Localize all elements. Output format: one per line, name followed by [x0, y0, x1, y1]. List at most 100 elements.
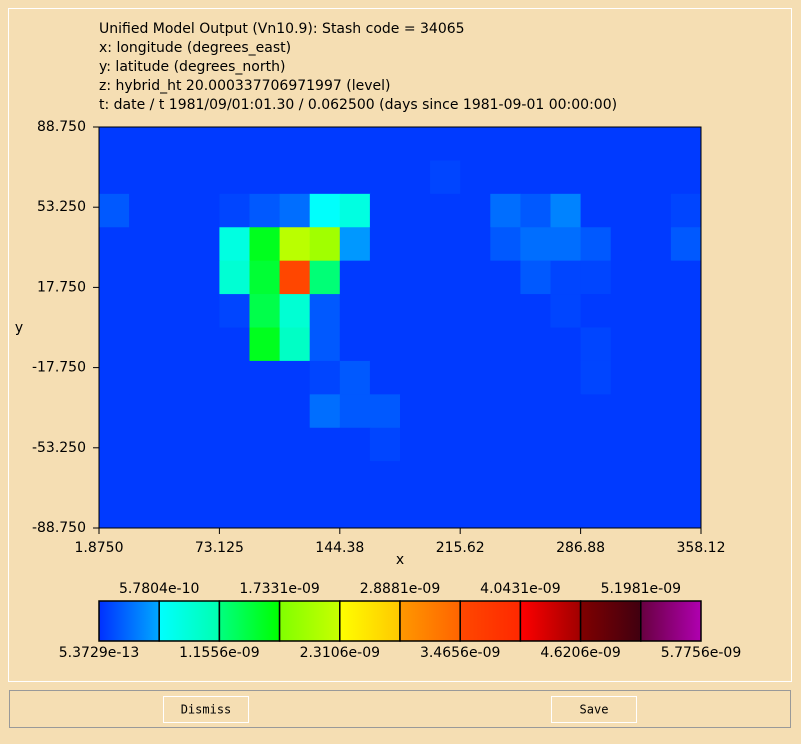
button[interactable]	[551, 696, 637, 723]
heatmap-cell	[490, 360, 521, 395]
heatmap-cell	[99, 427, 130, 462]
heatmap-cell	[369, 193, 401, 228]
heatmap-cell	[460, 360, 491, 395]
heatmap-cell	[219, 127, 250, 161]
heatmap-cell	[400, 494, 431, 529]
heatmap-cell	[400, 294, 431, 328]
heatmap-cell	[610, 227, 642, 262]
colorbar-label: 5.1981e-09	[601, 581, 681, 597]
heatmap-cell	[159, 327, 190, 362]
heatmap-cell	[219, 427, 250, 462]
colorbar-bin	[579, 600, 642, 642]
heatmap-cell	[640, 193, 672, 228]
heatmap-cell	[369, 461, 401, 496]
colorbar-label: 1.1556e-09	[179, 645, 259, 661]
heatmap-cell	[460, 294, 491, 328]
button-label[interactable]: Dismiss	[181, 703, 232, 717]
heatmap-cell	[279, 327, 311, 362]
heatmap-cell	[520, 360, 551, 395]
heatmap-cell	[580, 360, 612, 395]
button-bar	[9, 690, 791, 728]
heatmap-cell	[520, 160, 551, 195]
heatmap-cell	[640, 294, 672, 328]
heatmap-cell	[339, 160, 371, 195]
heatmap-cell	[430, 260, 461, 295]
heatmap-cell	[670, 193, 702, 228]
plot-frame	[98, 126, 702, 529]
heatmap-cell	[550, 461, 582, 496]
heatmap-cell	[610, 360, 642, 395]
annotation: x: longitude (degrees_east)	[99, 40, 291, 56]
heatmap-cell	[400, 461, 431, 496]
heatmap-cell	[670, 260, 702, 295]
heatmap-cell	[339, 461, 371, 496]
heatmap-cell	[400, 327, 431, 362]
heatmap-cell	[189, 127, 220, 161]
colorbar-bin	[399, 600, 461, 642]
colorbar-bin	[519, 600, 582, 642]
heatmap-cell	[159, 227, 190, 262]
button-label[interactable]: Save	[580, 703, 609, 717]
heatmap-cell	[610, 294, 642, 328]
heatmap-cell	[610, 160, 642, 195]
heatmap-cell	[490, 461, 521, 496]
heatmap-cell	[339, 294, 371, 328]
heatmap-cell	[309, 294, 341, 328]
heatmap-cell	[189, 394, 220, 429]
heatmap-cell	[189, 160, 220, 195]
heatmap-cell	[460, 394, 491, 429]
heatmap-cell	[99, 327, 130, 362]
heatmap-cell	[159, 461, 190, 496]
heatmap-cell	[129, 427, 160, 462]
heatmap-cell	[550, 193, 582, 228]
heatmap-cell	[610, 427, 642, 462]
heatmap-cell	[129, 193, 160, 228]
heatmap-cell	[309, 260, 341, 295]
heatmap-cell	[249, 494, 281, 529]
heatmap-cell	[460, 127, 491, 161]
y-tick-label: -17.750	[32, 360, 86, 376]
heatmap-cell	[279, 294, 311, 328]
heatmap-cell	[490, 260, 521, 295]
heatmap-cell	[369, 494, 401, 529]
heatmap-cell	[460, 260, 491, 295]
heatmap-cell	[219, 360, 250, 395]
heatmap-cell	[490, 327, 521, 362]
heatmap-cell	[309, 327, 341, 362]
x-tick-label: 144.38	[315, 540, 364, 556]
heatmap-cell	[279, 461, 311, 496]
heatmap-cell	[550, 427, 582, 462]
heatmap-cell	[520, 227, 551, 262]
heatmap-cell	[400, 260, 431, 295]
heatmap-cell	[249, 327, 281, 362]
heatmap-cell	[430, 360, 461, 395]
x-axis-label: x	[396, 552, 404, 568]
heatmap-cell	[159, 193, 190, 228]
heatmap-cell	[189, 427, 220, 462]
heatmap-cell	[550, 494, 582, 529]
heatmap-cell	[460, 193, 491, 228]
heatmap-cell	[520, 494, 551, 529]
heatmap-cell	[129, 494, 160, 529]
heatmap-cell	[670, 294, 702, 328]
heatmap-cell	[189, 360, 220, 395]
button[interactable]	[163, 696, 249, 723]
heatmap-cell	[219, 327, 250, 362]
heatmap-cell	[490, 427, 521, 462]
heatmap-cell	[219, 294, 250, 328]
heatmap-cell	[189, 294, 220, 328]
heatmap-cell	[219, 494, 250, 529]
heatmap-cell	[309, 461, 341, 496]
heatmap-cell	[400, 160, 431, 195]
heatmap-cell	[460, 461, 491, 496]
heatmap-cell	[430, 427, 461, 462]
heatmap-cell	[219, 260, 250, 295]
heatmap-cell	[550, 160, 582, 195]
heatmap-cell	[520, 193, 551, 228]
heatmap-cell	[279, 427, 311, 462]
y-tick-label: -53.250	[32, 440, 86, 456]
heatmap-cell	[430, 160, 461, 195]
heatmap-cell	[640, 394, 672, 429]
heatmap-cell	[369, 360, 401, 395]
heatmap-cell	[610, 127, 642, 161]
